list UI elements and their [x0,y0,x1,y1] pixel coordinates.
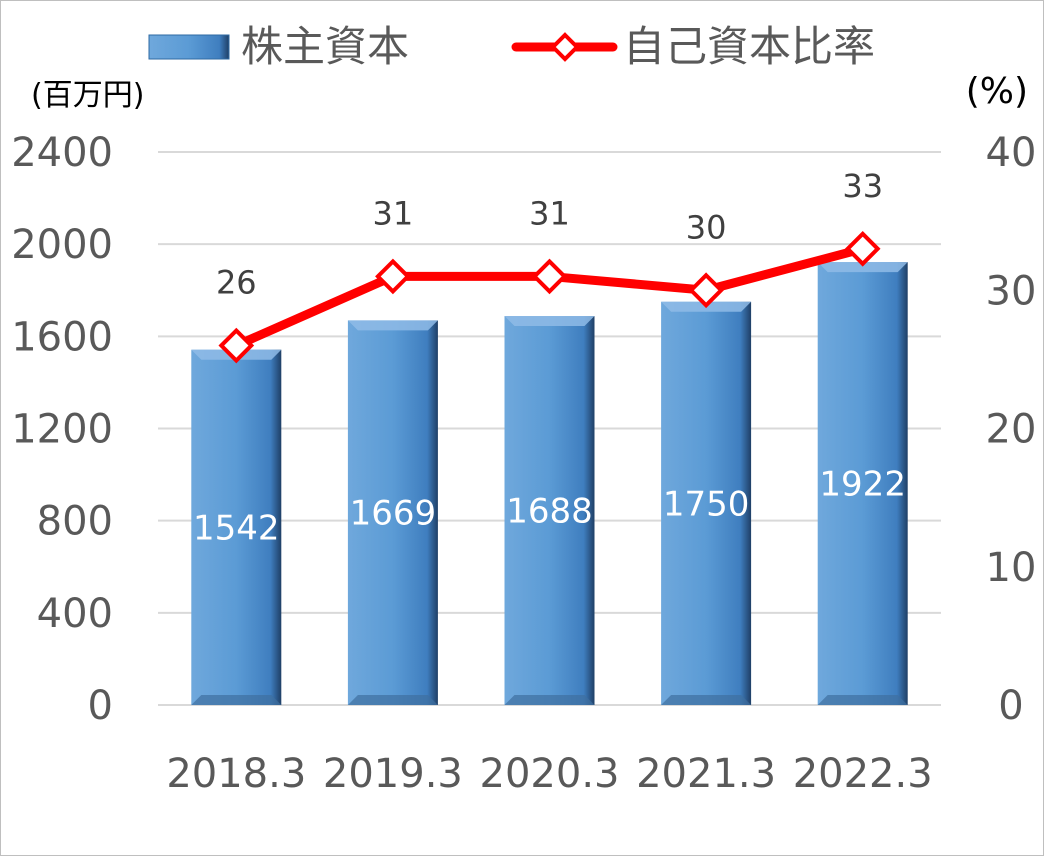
ratio-marker [844,230,881,267]
ratio-value-label: 30 [686,208,727,246]
x-tick-label: 2021.3 [636,751,776,797]
bar-group [817,262,908,705]
bar [504,316,595,705]
bar-bevel-bottom [817,695,908,705]
legend-label-line: 自己資本比率 [623,22,875,71]
y-left-tick-label: 800 [37,499,113,545]
bar-bevel-top [817,262,908,273]
bar-group [504,316,595,705]
bar [661,301,752,705]
x-tick-label: 2018.3 [166,751,306,797]
bar-bevel-top [347,320,438,331]
bar-bevel-bottom [661,695,752,705]
y-left-tick-label: 1200 [11,407,113,453]
bar-value-label: 1542 [193,508,280,548]
ratio-marker [218,327,255,364]
bar-bevel-bottom [347,695,438,705]
y-left-tick-label: 2000 [11,222,113,268]
ratio-value-label: 33 [842,167,883,205]
bar-group [661,301,752,705]
bar-value-label: 1669 [350,494,437,534]
x-tick-label: 2020.3 [480,751,620,797]
ratio-marker [531,258,568,295]
x-tick-label: 2019.3 [323,751,463,797]
axes: 0 400 800 1200 1600 2000 2400 0 10 20 30 40 2018.3 20… [11,130,1036,797]
y-right-tick-label: 20 [986,407,1037,453]
right-axis-unit: (%) [966,71,1028,112]
bar-value-label: 1922 [819,465,906,505]
legend-diamond-marker [550,32,580,62]
y-right-tick-label: 30 [986,268,1037,314]
bar [191,349,282,705]
line-series [218,230,881,364]
bar-bevel-top [504,316,595,327]
data-labels: 1542 1669 1688 1750 1922 26 31 31 30 33 [193,167,906,549]
ratio-value-label: 31 [529,194,570,232]
y-right-tick-label: 0 [998,683,1023,729]
ratio-marker [688,272,724,309]
legend-bar-swatch [148,34,230,60]
y-right-tick-label: 10 [986,545,1037,591]
ratio-value-label: 31 [373,194,414,232]
y-left-tick-label: 0 [88,683,113,729]
legend: 株主資本 自己資本比率 [148,22,875,71]
bar-bevel-bottom [191,695,282,705]
bar-value-label: 1750 [663,484,750,524]
bar-value-label: 1688 [506,492,593,532]
left-axis-unit: (百万円) [31,78,144,113]
x-tick-label: 2022.3 [793,751,933,797]
ratio-value-label: 26 [216,264,257,302]
bar-bevel-bottom [504,695,595,705]
bar [817,262,908,705]
legend-label-bar: 株主資本 [241,22,409,71]
y-left-tick-label: 2400 [11,130,113,176]
bar-group [347,320,438,705]
bar-series [191,262,908,705]
bar [347,320,438,705]
y-right-tick-label: 40 [986,130,1037,176]
ratio-marker [375,258,411,295]
y-left-tick-label: 400 [37,591,113,637]
y-left-tick-label: 1600 [11,314,113,360]
